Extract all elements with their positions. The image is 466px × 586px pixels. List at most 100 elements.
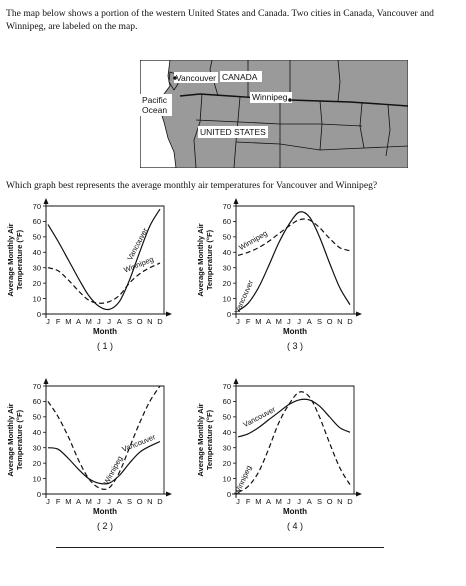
y-tick-label: 10	[223, 294, 231, 303]
series-line-winnipeg	[47, 262, 161, 304]
y-tick-label: 10	[223, 474, 231, 483]
y-tick-label: 30	[33, 264, 41, 273]
y-tick-label: 70	[33, 202, 41, 211]
pacific-label-bg	[140, 94, 172, 116]
x-axis-arrow	[166, 311, 172, 317]
x-axis-arrow	[356, 311, 362, 317]
series-line-vancouver	[47, 440, 161, 485]
x-tick-label: F	[246, 497, 251, 506]
x-tick-label: J	[107, 497, 111, 506]
y-tick-label: 40	[33, 428, 41, 437]
x-axis-title: Month	[283, 327, 307, 336]
choice-number: ( 1 )	[97, 341, 113, 351]
x-tick-label: D	[157, 317, 163, 326]
y-axis-title-line-2: Temperature (°F)	[15, 409, 24, 470]
y-axis-title-line-1: Average Monthly Air	[196, 223, 205, 296]
x-tick-label: M	[255, 317, 261, 326]
x-axis-arrow	[166, 491, 172, 497]
y-tick-label: 40	[223, 428, 231, 437]
x-tick-label: N	[337, 317, 342, 326]
province-and-state-lines	[193, 60, 408, 168]
ocean-label: Ocean	[142, 105, 167, 115]
x-tick-label: A	[307, 497, 312, 506]
x-tick-label: M	[86, 497, 92, 506]
land-mass	[159, 60, 408, 168]
x-tick-label: O	[137, 497, 143, 506]
x-tick-label: A	[266, 317, 271, 326]
y-tick-label: 30	[33, 444, 41, 453]
x-tick-label: A	[76, 497, 81, 506]
series-line-winnipeg	[47, 385, 161, 490]
y-tick-label: 30	[223, 444, 231, 453]
x-tick-label: N	[147, 497, 152, 506]
x-axis-title: Month	[283, 507, 307, 516]
x-tick-label: A	[307, 317, 312, 326]
x-tick-label: M	[65, 317, 71, 326]
x-tick-label: J	[297, 497, 301, 506]
intro-text: The map below shows a portion of the wes…	[6, 8, 434, 32]
series-line-vancouver	[47, 208, 161, 311]
y-tick-label: 0	[37, 310, 41, 319]
x-axis-title: Month	[93, 507, 117, 516]
canada-label: CANADA	[222, 72, 258, 82]
y-tick-label: 50	[33, 233, 41, 242]
y-tick-label: 10	[33, 294, 41, 303]
x-tick-label: M	[86, 317, 92, 326]
x-tick-label: N	[147, 317, 152, 326]
bottom-rule	[56, 547, 384, 548]
y-axis-title-line-1: Average Monthly Air	[6, 403, 15, 476]
series-line-winnipeg	[237, 391, 351, 494]
y-tick-label: 20	[33, 459, 41, 468]
x-tick-label: S	[317, 497, 322, 506]
x-tick-label: J	[46, 317, 50, 326]
x-tick-label: M	[255, 497, 261, 506]
x-tick-label: S	[317, 317, 322, 326]
region-map: Vancouver CANADA Winnipeg Pacific Ocean …	[140, 60, 408, 168]
y-tick-label: 40	[33, 248, 41, 257]
x-tick-label: F	[56, 497, 61, 506]
vancouver-label: Vancouver	[176, 73, 216, 83]
x-axis-title: Month	[93, 327, 117, 336]
y-tick-label: 60	[33, 397, 41, 406]
y-tick-label: 60	[33, 217, 41, 226]
y-axis-title-line-1: Average Monthly Air	[6, 223, 15, 296]
pacific-label: Pacific	[142, 95, 168, 105]
y-tick-label: 70	[223, 382, 231, 391]
x-tick-label: A	[266, 497, 271, 506]
y-tick-label: 20	[33, 279, 41, 288]
x-axis-arrow	[356, 491, 362, 497]
y-axis-arrow	[233, 198, 239, 204]
series-line-vancouver	[237, 398, 351, 438]
series-label-winnipeg: Winnipeg	[237, 229, 269, 252]
y-axis-arrow	[43, 198, 49, 204]
plot-frame	[46, 205, 165, 314]
y-tick-label: 0	[227, 490, 231, 499]
x-tick-label: A	[117, 497, 122, 506]
x-tick-label: F	[56, 317, 61, 326]
x-tick-label: J	[236, 497, 240, 506]
x-tick-label: M	[276, 317, 282, 326]
choice-number: ( 2 )	[97, 521, 113, 531]
y-tick-label: 60	[223, 217, 231, 226]
x-tick-label: M	[276, 497, 282, 506]
series-line-vancouver	[237, 211, 351, 312]
y-tick-label: 0	[227, 310, 231, 319]
x-tick-label: J	[287, 497, 291, 506]
winnipeg-city-marker	[288, 98, 292, 102]
x-tick-label: O	[327, 317, 333, 326]
x-tick-label: J	[107, 317, 111, 326]
question-text: Which graph best represents the average …	[6, 180, 378, 191]
usa-label: UNITED STATES	[200, 127, 266, 137]
y-tick-label: 50	[33, 413, 41, 422]
x-tick-label: D	[347, 317, 353, 326]
x-tick-label: S	[127, 317, 132, 326]
y-tick-label: 40	[223, 248, 231, 257]
x-tick-label: M	[65, 497, 71, 506]
y-axis-title-line-1: Average Monthly Air	[196, 403, 205, 476]
plot-frame	[46, 385, 165, 494]
series-label-vancouver: Vancouver	[121, 432, 158, 454]
plot-frame	[236, 385, 355, 494]
